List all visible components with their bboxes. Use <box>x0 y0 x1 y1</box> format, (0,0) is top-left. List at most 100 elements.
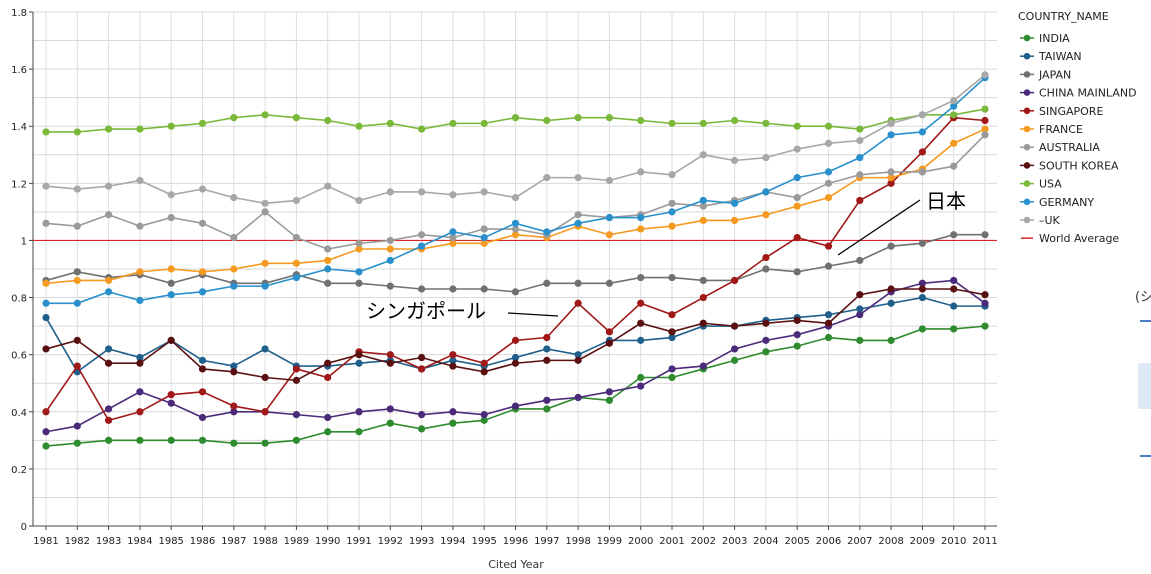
data-point <box>637 225 645 233</box>
legend-title: COUNTRY_NAME <box>1018 10 1109 23</box>
data-point <box>167 399 175 407</box>
legend-item[interactable]: SINGAPORE <box>1020 105 1103 118</box>
legend[interactable]: COUNTRY_NAME INDIA TAIWAN JAPAN CHINA MAINL… <box>1018 10 1137 245</box>
legend-marker <box>1023 180 1031 187</box>
legend-label: SINGAPORE <box>1039 105 1103 118</box>
data-point <box>42 279 50 287</box>
x-tick-label: 1999 <box>597 536 622 547</box>
x-tick-label: 2009 <box>910 536 935 547</box>
x-tick-label: 2010 <box>941 536 966 547</box>
y-tick-label: 1.6 <box>11 65 27 76</box>
data-point <box>418 231 426 239</box>
data-point <box>950 302 958 310</box>
data-point <box>731 322 739 330</box>
data-point <box>950 96 958 105</box>
legend-label: SOUTH KOREA <box>1039 159 1119 172</box>
data-point <box>950 276 958 285</box>
data-point <box>918 111 927 119</box>
legend-item[interactable]: AUSTRALIA <box>1020 141 1100 154</box>
data-point <box>637 319 645 327</box>
data-point <box>731 356 739 364</box>
y-tick-label: 0.4 <box>11 408 27 419</box>
data-point <box>73 362 81 370</box>
series-germany <box>42 74 989 307</box>
legend-item[interactable]: TAIWAN <box>1020 50 1082 63</box>
legend-item[interactable]: JAPAN <box>1020 68 1071 81</box>
data-point <box>887 179 895 187</box>
data-point <box>480 233 488 242</box>
data-point <box>699 196 707 205</box>
data-point <box>292 114 300 122</box>
legend-marker <box>1023 71 1031 78</box>
x-tick-label: 1997 <box>534 536 559 547</box>
data-point <box>824 168 833 176</box>
data-point <box>449 239 457 247</box>
y-tick-label: 0.2 <box>11 465 27 476</box>
legend-item[interactable]: USA <box>1020 178 1062 191</box>
data-point <box>136 353 144 362</box>
data-point <box>856 311 864 319</box>
legend-item[interactable]: SOUTH KOREA <box>1020 159 1119 172</box>
data-point <box>418 365 426 373</box>
legend-item[interactable]: –UK <box>1020 214 1061 227</box>
data-point <box>731 116 739 125</box>
data-point <box>543 333 551 342</box>
data-point <box>824 319 833 327</box>
data-point <box>292 273 300 282</box>
data-point <box>918 168 927 176</box>
y-axis-ticks: 0 0.2 0.4 0.6 0.8 1 1.2 1.4 1.6 1.8 <box>11 8 33 533</box>
data-point <box>824 262 833 270</box>
legend-label: –UK <box>1039 214 1061 227</box>
data-point <box>605 388 614 396</box>
data-point <box>355 122 363 130</box>
data-point <box>42 442 50 450</box>
data-point <box>42 313 50 322</box>
data-point <box>918 279 927 287</box>
x-tick-label: 2004 <box>753 536 778 547</box>
data-point <box>230 282 238 290</box>
data-point <box>637 336 645 344</box>
data-point <box>480 119 488 127</box>
data-point <box>386 256 394 265</box>
data-point <box>668 119 676 127</box>
data-point <box>418 188 426 196</box>
data-point <box>136 388 144 396</box>
series-singapore <box>42 114 989 424</box>
data-point <box>261 373 269 382</box>
legend-item[interactable]: INDIA <box>1020 32 1070 45</box>
data-point <box>449 356 457 364</box>
data-point <box>105 125 113 133</box>
legend-item[interactable]: GERMANY <box>1020 196 1094 209</box>
data-point <box>668 333 676 342</box>
data-point <box>981 125 989 133</box>
data-point <box>605 114 614 122</box>
data-point <box>355 428 363 436</box>
data-point <box>449 233 457 242</box>
legend-item[interactable]: FRANCE <box>1020 123 1083 136</box>
y-tick-label: 0.6 <box>11 351 27 362</box>
data-point <box>42 428 50 436</box>
data-point <box>42 345 50 353</box>
data-point <box>136 436 144 444</box>
annotation-singapore: シンガポール <box>366 299 486 323</box>
data-point <box>543 405 551 413</box>
data-point <box>355 239 363 247</box>
data-point <box>793 268 801 276</box>
data-point <box>449 408 457 416</box>
data-point <box>355 359 363 367</box>
legend-item[interactable]: CHINA MAINLAND <box>1020 87 1137 100</box>
data-point <box>480 411 488 419</box>
data-point <box>511 219 520 227</box>
data-point <box>981 231 989 239</box>
data-point <box>950 285 958 293</box>
data-point <box>950 231 958 239</box>
legend-marker <box>1023 89 1031 96</box>
data-point <box>73 336 81 344</box>
legend-label: TAIWAN <box>1038 50 1082 63</box>
data-point <box>731 216 739 225</box>
legend-item[interactable]: World Average <box>1021 232 1119 245</box>
data-point <box>637 168 645 176</box>
series-south-korea <box>42 285 989 384</box>
data-point <box>637 299 645 307</box>
data-point <box>511 288 520 296</box>
